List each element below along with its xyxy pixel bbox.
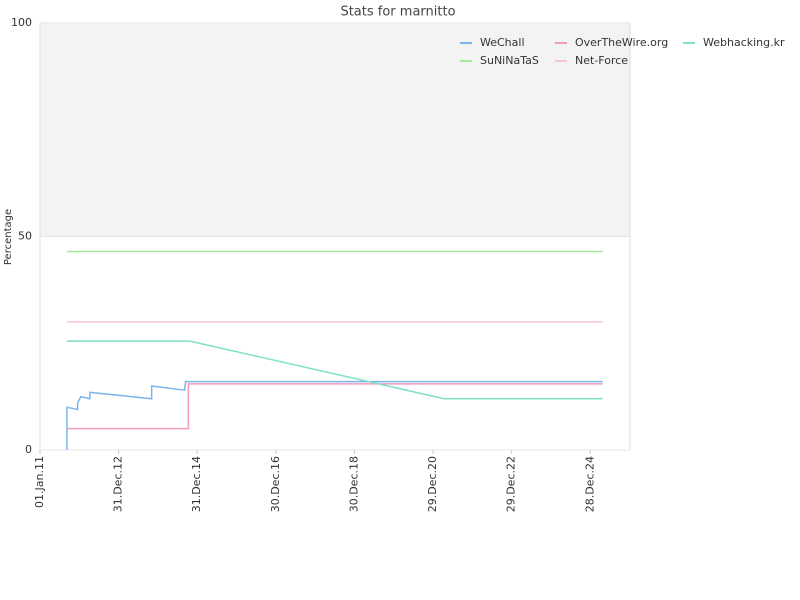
legend-label: SuNiNaTaS — [480, 54, 539, 67]
legend-label: WeChall — [480, 36, 525, 49]
y-tick-label: 0 — [25, 443, 32, 456]
legend-label: Webhacking.kr — [703, 36, 785, 49]
x-tick-label: 31.Dec.14 — [190, 456, 203, 512]
series-line — [66, 383, 603, 430]
y-tick-label: 50 — [18, 230, 32, 243]
x-tick-label: 28.Dec.24 — [583, 456, 596, 512]
x-tick-label: 29.Dec.20 — [426, 456, 439, 512]
series-line — [66, 340, 603, 400]
x-tick-label: 30.Dec.16 — [269, 456, 282, 512]
y-axis-label: Percentage — [3, 209, 14, 265]
series-line — [66, 380, 603, 450]
legend-label: OverTheWire.org — [575, 36, 668, 49]
x-tick-label: 31.Dec.12 — [112, 456, 125, 512]
legend-label: Net-Force — [575, 54, 628, 67]
x-tick-label: 01.Jan.11 — [33, 456, 46, 508]
chart-title: Stats for marnitto — [340, 5, 455, 20]
x-tick-label: 29.Dec.22 — [505, 456, 518, 512]
x-tick-label: 30.Dec.18 — [347, 456, 360, 512]
y-tick-label: 100 — [11, 16, 32, 29]
plot-upper-band — [40, 23, 630, 237]
